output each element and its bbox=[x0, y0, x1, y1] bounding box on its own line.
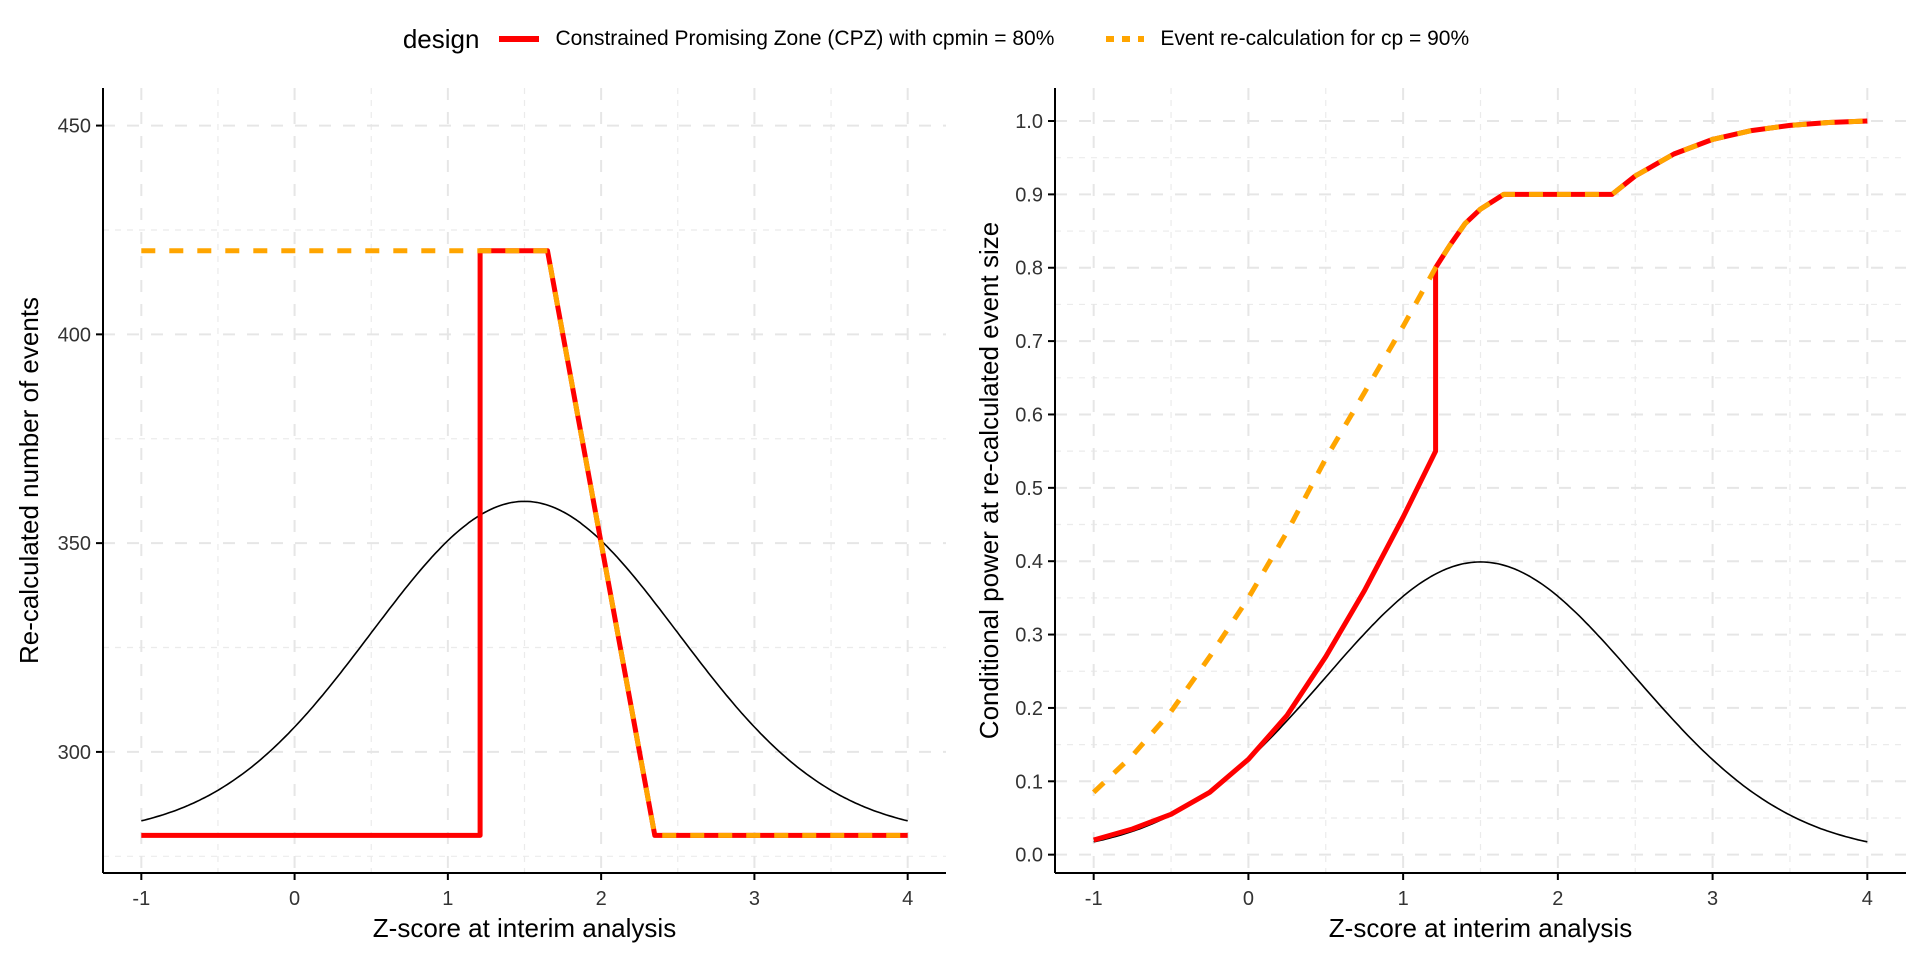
x-tick-label: -1 bbox=[1085, 888, 1103, 910]
gridlines bbox=[1055, 88, 1906, 873]
y-tick-label: 0.7 bbox=[1015, 331, 1043, 353]
y-tick-label: 0.5 bbox=[1015, 478, 1043, 500]
y-tick-label: 300 bbox=[58, 742, 91, 764]
right-panel-conditional-power: -1 0 1 2 3 4 0.0 0.1 0.2 0.3 0.4 0.5 0.6 0.7 0.8 0.9 1.0… bbox=[974, 88, 1906, 943]
y-axis-title: Re-calculated number of events bbox=[14, 297, 44, 664]
x-axis-title: Z-score at interim analysis bbox=[1329, 913, 1632, 943]
left-panel-events: -1 0 1 2 3 4 300 350 400 450 Z-score at interim an… bbox=[14, 88, 946, 943]
legend-item-event-recalc: Event re-calculation for cp = 90% bbox=[1102, 27, 1469, 51]
series-cpz-line bbox=[1093, 118, 1868, 843]
y-tick-label: 1.0 bbox=[1015, 111, 1043, 133]
y-tick-label: 0.4 bbox=[1015, 551, 1043, 573]
legend-key-solid-red bbox=[499, 36, 540, 42]
legend-label-cpz: Constrained Promising Zone (CPZ) with cp… bbox=[555, 27, 1055, 50]
y-tick-label: 450 bbox=[58, 116, 91, 138]
x-tick-label: 4 bbox=[902, 888, 913, 910]
x-tick-label: 3 bbox=[749, 888, 760, 910]
y-tick-label: 400 bbox=[58, 324, 91, 346]
legend: design Constrained Promising Zone (CPZ) … bbox=[0, 22, 1920, 56]
y-tick-label: 0.2 bbox=[1015, 698, 1043, 720]
legend-label-event-recalc: Event re-calculation for cp = 90% bbox=[1160, 27, 1470, 50]
series-density-curve bbox=[141, 500, 908, 822]
y-tick-label: 0.1 bbox=[1015, 771, 1043, 793]
y-tick-label: 0.0 bbox=[1015, 845, 1043, 867]
gridlines bbox=[103, 88, 946, 873]
x-tick-label: 2 bbox=[596, 888, 607, 910]
x-tick-label: 1 bbox=[1398, 888, 1409, 910]
y-tick-label: 0.6 bbox=[1015, 404, 1043, 426]
y-tick-label: 350 bbox=[58, 533, 91, 555]
x-axis-title: Z-score at interim analysis bbox=[373, 913, 676, 943]
x-tick-label: -1 bbox=[132, 888, 150, 910]
x-tick-label: 1 bbox=[442, 888, 453, 910]
y-axis-title: Conditional power at re-calculated event… bbox=[974, 222, 1004, 739]
legend-key-dashed-orange bbox=[1106, 36, 1145, 42]
y-tick-label: 0.3 bbox=[1015, 625, 1043, 647]
legend-title: design bbox=[402, 23, 480, 54]
x-tick-label: 0 bbox=[289, 888, 300, 910]
series-event-recalc-line bbox=[141, 248, 908, 838]
y-tick-label: 0.8 bbox=[1015, 258, 1043, 280]
y-tick-label: 0.9 bbox=[1015, 184, 1043, 206]
x-tick-label: 4 bbox=[1862, 888, 1873, 910]
x-tick-label: 0 bbox=[1243, 888, 1254, 910]
x-tick-label: 3 bbox=[1707, 888, 1718, 910]
x-tick-label: 2 bbox=[1552, 888, 1563, 910]
legend-item-cpz: Constrained Promising Zone (CPZ) with cp… bbox=[497, 27, 1054, 51]
